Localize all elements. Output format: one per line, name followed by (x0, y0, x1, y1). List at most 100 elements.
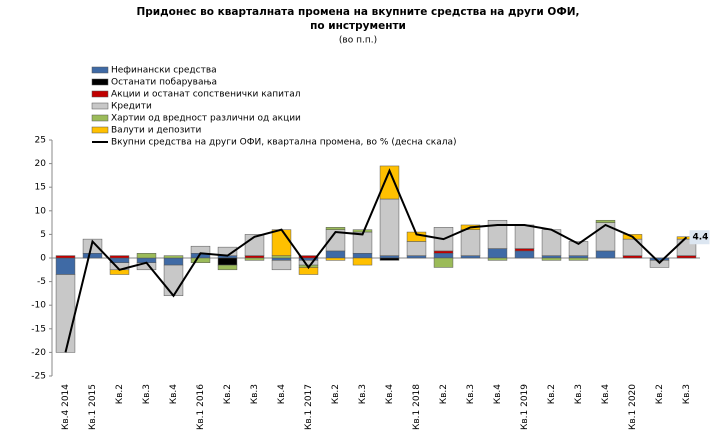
x-tick-label: Кв.3 (142, 384, 152, 404)
y-tick-label: 0 (40, 254, 46, 264)
legend-label: Акции и останат сопственички капитал (111, 90, 300, 100)
x-tick-label: Кв.2 (223, 384, 233, 404)
data-label: 4.4 (693, 233, 709, 243)
y-tick-label: 25 (35, 136, 46, 146)
bar (55, 257, 76, 275)
bar (190, 257, 211, 263)
y-tick-label: 10 (35, 206, 47, 216)
x-tick-label: Кв.3 (574, 384, 584, 404)
bar (271, 260, 292, 271)
x-tick-label: Кв.2 (115, 384, 125, 404)
y-tick-label: 15 (35, 183, 46, 193)
bar (217, 264, 238, 271)
legend-label: Валути и депозити (111, 126, 201, 136)
legend-swatch (91, 66, 109, 74)
chart-title: Придонес во кварталната промена на вкупн… (136, 6, 579, 18)
bar (622, 238, 643, 256)
y-tick-label: 5 (40, 230, 46, 240)
x-tick-label: Кв.4 (169, 384, 179, 405)
legend-label: Нефинански средства (111, 66, 217, 76)
y-tick-label: 20 (35, 159, 47, 169)
bar (325, 250, 346, 259)
x-tick-label: Кв.2 (547, 384, 557, 404)
bar (217, 257, 238, 266)
bar (379, 255, 400, 259)
bar (136, 253, 157, 259)
bar (433, 253, 454, 259)
bar (487, 248, 508, 259)
legend-swatch (91, 102, 109, 110)
x-tick-label: Кв.3 (250, 384, 260, 404)
bar (568, 241, 589, 256)
bar (460, 255, 481, 259)
bar (541, 255, 562, 259)
bar (379, 198, 400, 256)
y-tick-label: -25 (31, 372, 46, 382)
y-tick-label: -20 (31, 348, 46, 358)
x-tick-label: Кв.2 (331, 384, 341, 404)
bar (433, 250, 454, 254)
bar (271, 229, 292, 256)
bar (163, 257, 184, 266)
x-tick-label: Кв.1 2016 (196, 384, 206, 430)
bar (244, 257, 265, 261)
x-tick-label: Кв.1 2015 (88, 384, 98, 430)
bar (514, 248, 535, 252)
bar (55, 274, 76, 353)
x-tick-label: Кв.3 (682, 384, 692, 404)
bar (568, 257, 589, 261)
bar (298, 255, 319, 259)
x-tick-label: Кв.2 (655, 384, 665, 404)
bar (595, 250, 616, 259)
bar (541, 257, 562, 261)
bar (379, 165, 400, 200)
bar (163, 255, 184, 259)
line (64, 168, 688, 353)
bar (271, 257, 292, 261)
bar (406, 255, 427, 259)
bar (55, 255, 76, 259)
y-tick-label: -15 (31, 324, 46, 334)
bar (487, 219, 508, 249)
bar (676, 255, 697, 259)
bar (163, 264, 184, 297)
chart-subtitle: (во п.п.) (339, 36, 377, 46)
bar (433, 257, 454, 268)
bar (109, 255, 130, 259)
bar (514, 250, 535, 259)
bar (325, 227, 346, 230)
bar (568, 255, 589, 259)
bar (649, 257, 670, 261)
bar (298, 260, 319, 266)
x-tick-label: Кв.4 2014 (61, 384, 71, 430)
bar (244, 255, 265, 259)
x-tick-label: Кв.1 2019 (520, 384, 530, 430)
x-tick-label: Кв.1 2018 (412, 384, 422, 430)
bar (271, 255, 292, 259)
bar (82, 238, 103, 254)
bar (82, 253, 103, 259)
x-tick-label: Кв.4 (385, 384, 395, 405)
legend-swatch (91, 90, 109, 98)
y-tick-label: -10 (31, 301, 46, 311)
legend-swatch (91, 78, 109, 86)
bar (460, 229, 481, 256)
x-tick-label: Кв.1 2017 (304, 384, 314, 430)
bar (352, 229, 373, 233)
x-tick-label: Кв.4 (601, 384, 611, 405)
bar (352, 257, 373, 266)
x-tick-label: Кв.1 2020 (628, 384, 638, 430)
label-box (689, 230, 710, 245)
y-tick-label: -5 (37, 277, 46, 287)
x-tick-label: Кв.4 (277, 384, 287, 405)
x-tick-label: Кв.2 (439, 384, 449, 404)
bar (352, 253, 373, 259)
legend-label: Останати побарувања (111, 78, 217, 88)
bar (487, 257, 508, 261)
legend-label: Хартии од вредност различни од акции (111, 114, 301, 124)
legend-label: Вкупни средства на други ОФИ, квартална … (111, 138, 457, 148)
x-tick-label: Кв.4 (493, 384, 503, 405)
bar (514, 224, 535, 249)
x-tick-label: Кв.3 (466, 384, 476, 404)
